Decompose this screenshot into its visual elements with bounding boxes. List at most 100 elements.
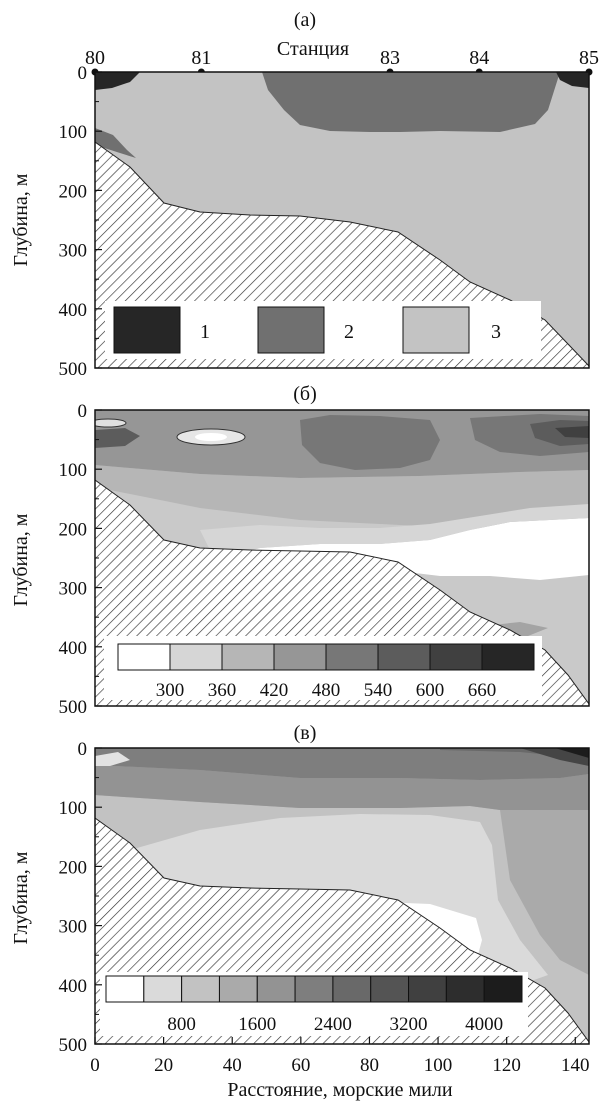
- y-tick-label: 0: [78, 739, 88, 760]
- colorbar-swatch: [221, 643, 275, 671]
- colorbar-swatch: [105, 975, 145, 1003]
- colorbar-swatch: [169, 643, 223, 671]
- panel-a-legend: 1 2 3: [105, 301, 541, 359]
- y-tick-label: 400: [59, 638, 88, 659]
- y-tick-label: 0: [78, 63, 88, 84]
- colorbar-swatch: [429, 643, 483, 671]
- legend-swatch-3: [402, 306, 470, 354]
- colorbar-swatch: [445, 975, 485, 1003]
- colorbar-swatch: [273, 643, 327, 671]
- x-tick-label: 100: [424, 1055, 453, 1076]
- colorbar-swatch: [408, 975, 447, 1003]
- colorbar-label: 3200: [390, 1014, 428, 1035]
- x-tick-label: 0: [90, 1055, 100, 1076]
- panel-c-label: (в): [294, 722, 317, 744]
- contour-band-1600: [95, 765, 589, 810]
- y-tick-label: 0: [78, 401, 88, 422]
- contour-band-600b: [530, 420, 589, 446]
- contour-band-4000: [555, 748, 589, 758]
- station-label: 85: [579, 47, 599, 69]
- zone-2-slope-region: [95, 128, 136, 158]
- y-tick-label: 100: [59, 122, 88, 143]
- y-tick-label: 500: [59, 697, 88, 718]
- colorbar-swatch: [332, 975, 372, 1003]
- panel-c-y-axis: 0 100 200 300 400 500: [59, 739, 102, 1056]
- y-tick-label: 500: [59, 359, 88, 380]
- legend-label-2: 2: [344, 321, 354, 343]
- station-label: 81: [191, 47, 211, 69]
- panel-c-colorbar: 800 1600 2400 3200 4000: [105, 975, 523, 1035]
- legend-label-3: 3: [491, 321, 501, 343]
- y-tick-label: 200: [59, 857, 88, 878]
- y-tick-label: 300: [59, 917, 88, 938]
- panel-a-y-label: Глубина, м: [10, 173, 32, 266]
- zone-1-left-region: [95, 72, 140, 90]
- panel-a-station-title: Станция: [277, 38, 349, 60]
- colorbar-label: 660: [468, 680, 497, 701]
- panel-b-colorbar: 300 360 420 480 540 600 660: [117, 643, 535, 701]
- y-tick-label: 400: [59, 976, 88, 997]
- colorbar-label: 360: [208, 680, 237, 701]
- zone-2-upper-region: [262, 72, 560, 132]
- colorbar-swatch: [377, 643, 431, 671]
- colorbar-swatch: [370, 975, 410, 1003]
- y-tick-label: 200: [59, 519, 88, 540]
- colorbar-label: 600: [416, 680, 445, 701]
- contour-band-360: [200, 504, 589, 560]
- y-tick-label: 100: [59, 798, 88, 819]
- contour-band-540: [300, 415, 440, 470]
- panel-c-y-label: Глубина, м: [10, 851, 32, 944]
- colorbar-swatch: [256, 975, 296, 1003]
- x-tick-label: 20: [154, 1055, 173, 1076]
- colorbar-label: 540: [364, 680, 393, 701]
- panel-c-x-axis: 0 20 40 60 80 100 120 140: [90, 1037, 590, 1076]
- contour-ring-left: [95, 418, 127, 428]
- panel-b-y-axis: 0 100 200 300 400 500: [59, 401, 102, 718]
- y-tick-label: 300: [59, 241, 88, 262]
- colorbar-swatch: [143, 975, 183, 1003]
- colorbar-swatch: [483, 975, 523, 1003]
- contour-band-2000: [95, 748, 589, 780]
- y-tick-label: 200: [59, 181, 88, 202]
- colorbar-label: 480: [312, 680, 341, 701]
- colorbar-label: 300: [156, 680, 185, 701]
- contour-band-660: [555, 426, 589, 438]
- panel-b: (б) 300 360 420 480 540 600 660 0 100 200 300 400 5…: [10, 383, 590, 718]
- panel-a-label: (а): [294, 9, 316, 31]
- colorbar-label: 420: [260, 680, 289, 701]
- colorbar-swatch: [481, 643, 535, 671]
- colorbar-label: 800: [167, 1014, 196, 1035]
- x-tick-label: 40: [223, 1055, 242, 1076]
- colorbar-label: 4000: [465, 1014, 503, 1035]
- colorbar-swatch: [181, 975, 220, 1003]
- panel-b-label: (б): [293, 383, 317, 405]
- contour-band-420: [95, 465, 589, 528]
- panel-b-y-label: Глубина, м: [10, 513, 32, 606]
- y-tick-label: 100: [59, 460, 88, 481]
- colorbar-label: 1600: [238, 1014, 276, 1035]
- x-tick-label: 60: [291, 1055, 310, 1076]
- station-label: 84: [469, 47, 489, 69]
- x-tick-label: 80: [360, 1055, 379, 1076]
- colorbar-label: 2400: [314, 1014, 352, 1035]
- x-tick-label: 140: [561, 1055, 590, 1076]
- y-tick-label: 400: [59, 300, 88, 321]
- colorbar-swatch: [218, 975, 258, 1003]
- legend-swatch-1: [113, 306, 181, 354]
- colorbar-swatch: [325, 643, 379, 671]
- contour-band-600: [95, 428, 140, 448]
- panel-c-x-label: Расстояние, морские мили: [227, 1079, 453, 1101]
- x-tick-label: 120: [492, 1055, 521, 1076]
- panel-c: (в) 800 1600 2400 3200 4000 0100200300400500…: [10, 722, 590, 1101]
- station-label: 83: [380, 47, 400, 69]
- contour-band-surface-left: [95, 752, 130, 766]
- panel-a-y-axis: 0 100 200 300 400 500: [59, 63, 102, 380]
- zone-1-right-region: [556, 72, 589, 88]
- colorbar-swatch: [294, 975, 334, 1003]
- y-tick-label: 500: [59, 1035, 88, 1056]
- contour-ring-white-core: [195, 433, 227, 441]
- y-tick-label: 300: [59, 579, 88, 600]
- station-label: 80: [85, 47, 105, 69]
- legend-swatch-2: [257, 306, 325, 354]
